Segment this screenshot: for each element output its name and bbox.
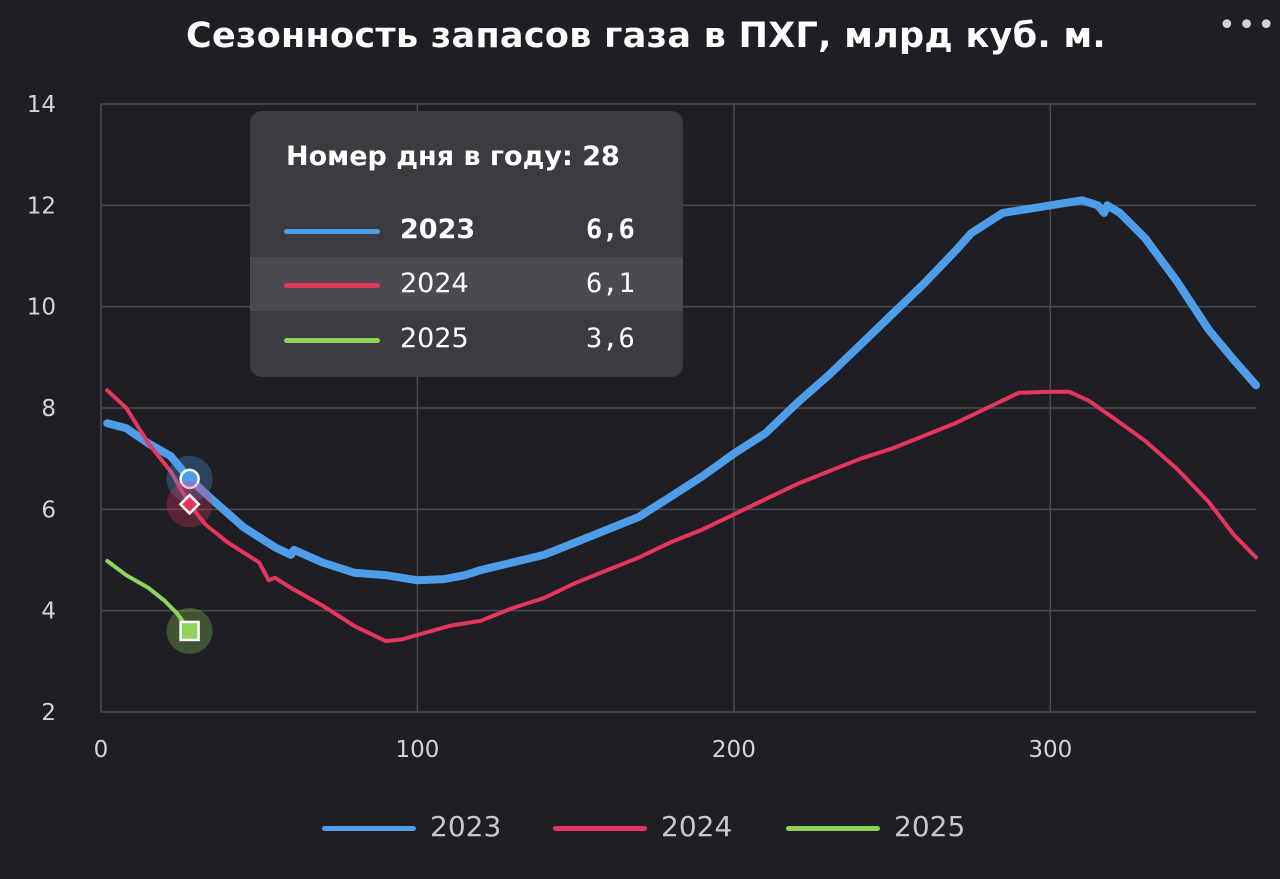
tooltip-swatch-2024 xyxy=(284,283,380,288)
tooltip: Номер дня в году: 28 2023 6,6 2024 6,1 2… xyxy=(250,111,683,377)
legend-swatch-2024 xyxy=(553,826,647,831)
tooltip-row-2023: 2023 6,6 xyxy=(250,203,683,257)
tooltip-series-value: 6,6 xyxy=(586,214,635,245)
x-axis: 0 100 200 300 xyxy=(94,737,1073,763)
tooltip-series-value: 3,6 xyxy=(586,323,635,354)
tooltip-series-name: 2023 xyxy=(400,214,476,245)
legend-label: 2025 xyxy=(894,810,966,843)
x-tick-label: 100 xyxy=(395,737,439,763)
x-tick-label: 0 xyxy=(94,737,109,763)
tooltip-series-value: 6,1 xyxy=(586,268,635,299)
tooltip-row-2024: 2024 6,1 xyxy=(250,257,683,311)
series-line-2025 xyxy=(105,559,192,633)
marker-point-2024 xyxy=(178,493,201,516)
series-lines xyxy=(103,196,1260,644)
y-tick-label: 12 xyxy=(27,193,56,219)
y-tick-label: 6 xyxy=(41,497,56,523)
series-line-2024 xyxy=(105,388,1258,644)
tooltip-series-name: 2024 xyxy=(400,268,469,299)
chart-title: Сезонность запасов газа в ПХГ, млрд куб.… xyxy=(186,16,1106,56)
tooltip-swatch-2025 xyxy=(284,338,380,343)
tooltip-swatch-2023 xyxy=(284,229,380,234)
legend: 2023 2024 2025 xyxy=(0,806,1280,850)
y-tick-label: 8 xyxy=(41,396,56,422)
y-axis: 2 4 6 8 10 12 14 xyxy=(27,92,56,726)
tooltip-series-name: 2025 xyxy=(400,323,469,354)
x-tick-label: 200 xyxy=(712,737,756,763)
y-tick-label: 14 xyxy=(27,92,56,118)
tooltip-row-2025: 2025 3,6 xyxy=(250,312,683,366)
series-line-2023 xyxy=(103,196,1260,585)
legend-label: 2023 xyxy=(430,810,502,843)
y-tick-label: 4 xyxy=(41,599,56,625)
marker-point-2023 xyxy=(179,468,200,490)
y-tick-label: 10 xyxy=(27,295,56,321)
x-tick-label: 300 xyxy=(1028,737,1072,763)
marker-point-2025 xyxy=(179,620,200,642)
legend-swatch-2025 xyxy=(786,826,880,831)
legend-swatch-2023 xyxy=(322,826,416,831)
hover-markers xyxy=(166,455,213,654)
tooltip-header: Номер дня в году: 28 xyxy=(286,141,620,172)
legend-label: 2024 xyxy=(661,810,733,843)
y-tick-label: 2 xyxy=(41,700,56,726)
